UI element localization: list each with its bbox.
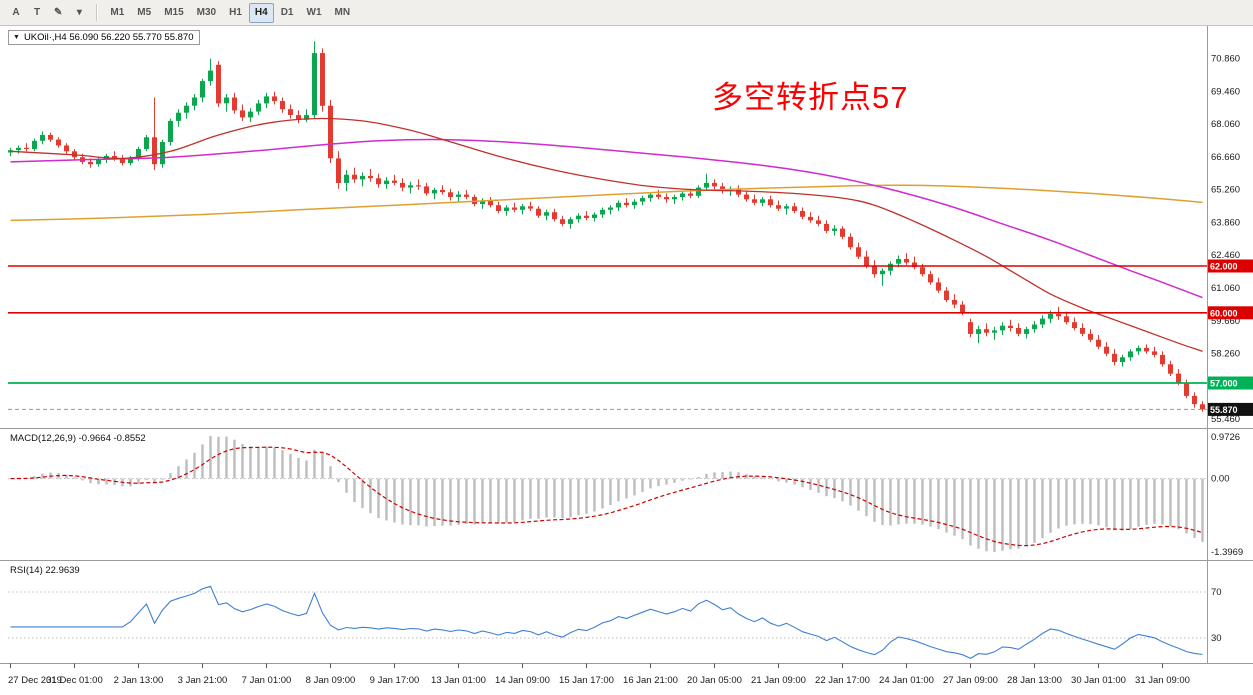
timeframe-m15-button[interactable]: M15: [158, 3, 189, 23]
macd-signal-line: [10, 446, 1203, 547]
timeframe-mn-button[interactable]: MN: [329, 3, 357, 23]
svg-text:14 Jan 09:00: 14 Jan 09:00: [495, 675, 550, 686]
svg-text:70: 70: [1211, 587, 1222, 598]
svg-text:30 Jan 01:00: 30 Jan 01:00: [1071, 675, 1126, 686]
svg-text:68.060: 68.060: [1211, 119, 1240, 130]
svg-text:20 Jan 05:00: 20 Jan 05:00: [687, 675, 742, 686]
svg-text:66.660: 66.660: [1211, 152, 1240, 163]
symbol-ohlc-box[interactable]: ▼ UKOil·,H4 56.090 56.220 55.770 55.870: [8, 30, 201, 45]
svg-text:24 Jan 01:00: 24 Jan 01:00: [879, 675, 934, 686]
svg-text:27 Jan 09:00: 27 Jan 09:00: [943, 675, 998, 686]
svg-text:7 Jan 01:00: 7 Jan 01:00: [242, 675, 292, 686]
svg-text:60.000: 60.000: [1210, 308, 1238, 318]
timeframe-w1-button[interactable]: W1: [301, 3, 328, 23]
price-axis[interactable]: 70.860 69.460 68.060 66.660 65.260 63.860 62.4…: [1207, 26, 1253, 664]
svg-text:22 Jan 17:00: 22 Jan 17:00: [815, 675, 870, 686]
text-tool-button[interactable]: T: [27, 3, 47, 23]
svg-text:3 Jan 21:00: 3 Jan 21:00: [178, 675, 228, 686]
ma-orange[interactable]: [10, 184, 1203, 222]
svg-text:65.260: 65.260: [1211, 185, 1240, 196]
chart-area[interactable]: 70.860 69.460 68.060 66.660 65.260 63.860 62.4…: [0, 26, 1253, 695]
svg-text:-1.3969: -1.3969: [1211, 547, 1243, 558]
svg-text:70.860: 70.860: [1211, 54, 1240, 65]
ma-magenta[interactable]: [10, 138, 1203, 299]
svg-text:21 Jan 09:00: 21 Jan 09:00: [751, 675, 806, 686]
timeframe-m1-button[interactable]: M1: [104, 3, 130, 23]
svg-text:58.260: 58.260: [1211, 349, 1240, 360]
svg-text:8 Jan 09:00: 8 Jan 09:00: [306, 675, 356, 686]
macd-indicator-label: MACD(12,26,9) -0.9664 -0.8552: [10, 433, 146, 444]
svg-text:62.000: 62.000: [1210, 262, 1238, 272]
svg-text:31 Jan 09:00: 31 Jan 09:00: [1135, 675, 1190, 686]
svg-text:69.460: 69.460: [1211, 86, 1240, 97]
one-click-trading-toggle-icon[interactable]: ▼: [13, 34, 20, 41]
timeframe-d1-button[interactable]: D1: [275, 3, 300, 23]
svg-text:61.060: 61.060: [1211, 283, 1240, 294]
chart-toolbar: A T ✎ ▾ M1 M5 M15 M30 H1 H4 D1 W1 MN: [0, 0, 1253, 26]
timeframe-m5-button[interactable]: M5: [131, 3, 157, 23]
chart-annotation-text: 多空转折点57: [712, 80, 909, 115]
price-chart-canvas[interactable]: 70.860 69.460 68.060 66.660 65.260 63.860 62.4…: [0, 26, 1253, 695]
svg-text:2 Jan 13:00: 2 Jan 13:00: [114, 675, 164, 686]
svg-text:9 Jan 17:00: 9 Jan 17:00: [370, 675, 420, 686]
annotation-tool-button[interactable]: A: [6, 3, 26, 23]
timeframe-m30-button[interactable]: M30: [191, 3, 222, 23]
rsi-indicator-label: RSI(14) 22.9639: [10, 565, 80, 576]
draw-tool-dropdown-button[interactable]: ▾: [69, 3, 89, 23]
svg-text:57.000: 57.000: [1210, 379, 1238, 389]
timeframe-button-group: M1 M5 M15 M30 H1 H4 D1 W1 MN: [104, 2, 357, 23]
svg-text:15 Jan 17:00: 15 Jan 17:00: [559, 675, 614, 686]
ma-red[interactable]: [10, 117, 1203, 353]
candlestick-series: [8, 41, 1205, 412]
macd-panel[interactable]: 0.9726 0.00 -1.3969: [8, 432, 1243, 558]
svg-text:30: 30: [1211, 633, 1222, 644]
svg-text:0.9726: 0.9726: [1211, 432, 1240, 443]
rsi-line: [10, 585, 1203, 660]
svg-text:16 Jan 21:00: 16 Jan 21:00: [623, 675, 678, 686]
timeframe-h4-button[interactable]: H4: [248, 2, 274, 23]
svg-text:55.460: 55.460: [1211, 414, 1240, 425]
svg-text:55.870: 55.870: [1210, 405, 1238, 415]
symbol-ohlc-text: UKOil·,H4 56.090 56.220 55.770 55.870: [23, 32, 194, 43]
svg-text:31 Dec 01:00: 31 Dec 01:00: [46, 675, 103, 686]
draw-tool-button[interactable]: ✎: [48, 3, 68, 23]
svg-text:28 Jan 13:00: 28 Jan 13:00: [1007, 675, 1062, 686]
timeframe-h1-button[interactable]: H1: [223, 3, 248, 23]
rsi-panel[interactable]: 70 30: [8, 585, 1222, 660]
svg-text:63.860: 63.860: [1211, 218, 1240, 229]
toolbar-icon-group: A T ✎ ▾: [6, 3, 89, 23]
svg-text:27 Dec 2019: 27 Dec 2019: [8, 675, 62, 686]
toolbar-separator: [96, 4, 98, 21]
svg-text:0.00: 0.00: [1211, 474, 1230, 485]
svg-text:62.460: 62.460: [1211, 250, 1240, 261]
svg-text:13 Jan 01:00: 13 Jan 01:00: [431, 675, 486, 686]
svg-text:59.660: 59.660: [1211, 316, 1240, 327]
